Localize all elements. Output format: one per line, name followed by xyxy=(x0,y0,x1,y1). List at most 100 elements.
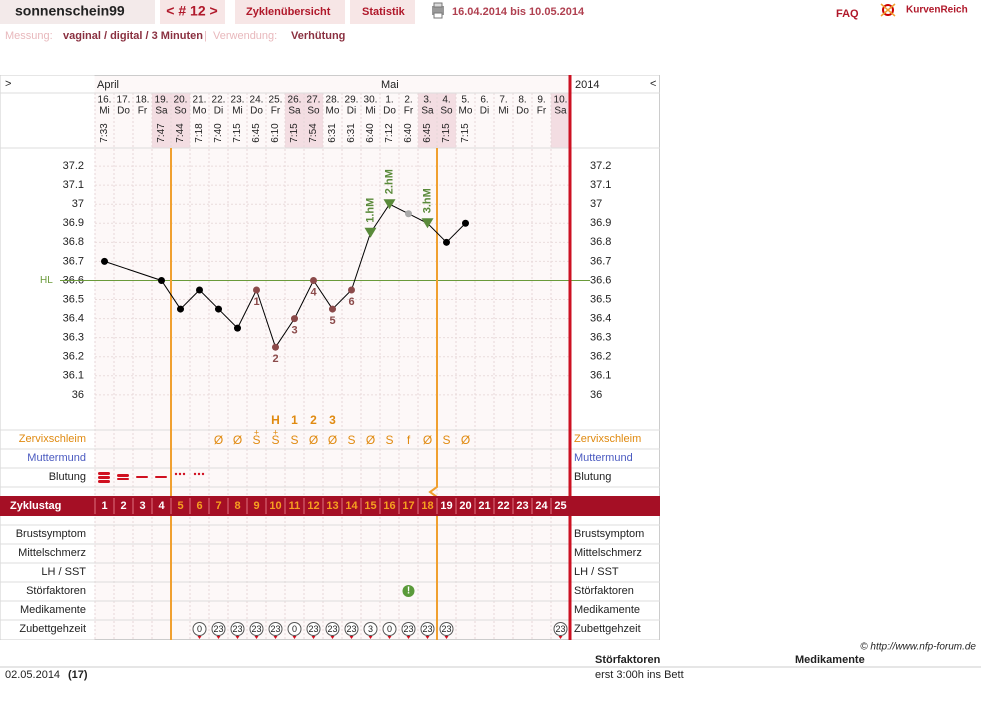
weekend-shade xyxy=(152,93,171,148)
cycle-day: 21 xyxy=(478,500,490,512)
bedtime-marker xyxy=(254,636,259,639)
bedtime-circle xyxy=(363,622,378,636)
cervix: S xyxy=(271,433,279,447)
bedtime: 0 xyxy=(292,624,297,634)
y-tick-label: 36.5 xyxy=(63,293,84,305)
cycle-day: 13 xyxy=(326,500,338,512)
bedtime: 0 xyxy=(387,624,392,634)
y-tick-label: 36.3 xyxy=(590,332,611,344)
separator: | xyxy=(204,30,207,42)
y-tick-label: 36.1 xyxy=(590,370,611,382)
cycle-day: 18 xyxy=(421,500,433,512)
row-label: Blutung xyxy=(574,471,611,483)
time: 7:33 xyxy=(99,123,110,143)
cycle-day: 2 xyxy=(120,500,126,512)
cycle-day: 16 xyxy=(383,500,395,512)
temperature-point xyxy=(310,276,317,284)
temperature-point xyxy=(177,305,184,313)
bedtime-circle xyxy=(230,622,245,636)
cycle-day: 8 xyxy=(234,500,240,512)
nav: > xyxy=(5,78,11,90)
cycle-tab[interactable] xyxy=(160,0,225,24)
y-tick-label: 37 xyxy=(590,198,602,210)
date: 2. xyxy=(404,95,412,106)
footer-header: Störfaktoren xyxy=(595,654,661,666)
use: Verhütung xyxy=(291,30,345,42)
peak-label: 2 xyxy=(310,413,317,427)
time: 7:47 xyxy=(156,123,167,143)
date: 4. xyxy=(442,95,450,106)
row-label: Medikamente xyxy=(574,604,640,616)
temperature-point xyxy=(291,315,298,323)
label-column xyxy=(571,75,659,640)
cycle-day: 23 xyxy=(516,500,528,512)
weekday: Sa xyxy=(288,106,301,117)
month: April xyxy=(97,79,119,91)
y-tick-label: 36.9 xyxy=(590,217,611,229)
weekday: Sa xyxy=(155,106,168,117)
bedtime: 23 xyxy=(251,624,261,634)
tab-label[interactable]: Statistik xyxy=(362,6,406,18)
row-label: LH / SST xyxy=(574,566,619,578)
row-label: Zubettgehzeit xyxy=(19,623,86,635)
bedtime-circle xyxy=(553,622,568,636)
date: 1. xyxy=(385,95,393,106)
bedtime: 23 xyxy=(308,624,318,634)
cervix: Ø xyxy=(233,433,242,447)
bedtime-marker xyxy=(216,636,221,639)
bedtime: 23 xyxy=(403,624,413,634)
cycle-day: 3 xyxy=(139,500,145,512)
footer-note: erst 3:00h ins Bett xyxy=(595,669,684,681)
temperature-point xyxy=(348,286,355,294)
cycle-day: 11 xyxy=(289,500,301,512)
weekend-shade xyxy=(418,93,437,148)
y-tick-label: 36.7 xyxy=(63,255,84,267)
logo[interactable]: KurvenReich xyxy=(906,5,968,16)
bedtime-circle xyxy=(306,622,321,636)
time: 6:40 xyxy=(365,123,376,143)
cycle-day: 10 xyxy=(269,500,281,512)
date: 8. xyxy=(518,95,526,106)
cycle-day: 6 xyxy=(196,500,202,512)
cervix-plus: + xyxy=(273,427,278,437)
date: 22. xyxy=(212,95,226,106)
month: Mai xyxy=(381,79,399,91)
weekday: Di xyxy=(347,106,356,117)
y-tick-label: 36.2 xyxy=(590,351,611,363)
print-icon[interactable] xyxy=(432,2,444,19)
peak-label: 3 xyxy=(329,413,336,427)
cycle[interactable]: < # 12 > xyxy=(166,3,217,19)
tab[interactable] xyxy=(235,0,345,24)
peak-label: 1 xyxy=(291,413,298,427)
bedtime: 23 xyxy=(441,624,451,634)
time: 7:15 xyxy=(460,123,471,143)
time: 7:15 xyxy=(441,123,452,143)
disturbance-icon xyxy=(402,585,415,597)
weekday: Do xyxy=(383,106,396,117)
cycle-day: 22 xyxy=(497,500,509,512)
footer-date: 02.05.2014 xyxy=(5,669,60,681)
weekday: Mi xyxy=(365,106,376,117)
tab-label[interactable]: Zyklenübersicht xyxy=(246,6,331,18)
bedtime-marker xyxy=(387,636,392,639)
y-tick-label: 36.1 xyxy=(63,370,84,382)
temperature-point xyxy=(405,210,412,218)
temperature-point xyxy=(234,324,241,332)
temperature-point xyxy=(196,286,203,294)
time: 6:40 xyxy=(403,123,414,143)
tab[interactable] xyxy=(350,0,415,24)
bedtime: 23 xyxy=(232,624,242,634)
point-label: 4 xyxy=(310,286,317,298)
bedtime-marker xyxy=(349,636,354,639)
y-tick-label: 36.4 xyxy=(590,313,611,325)
cervix: S xyxy=(252,433,260,447)
point-label: 1 xyxy=(253,296,259,308)
weekday: Di xyxy=(480,106,489,117)
date: 9. xyxy=(537,95,545,106)
faq[interactable]: FAQ xyxy=(836,8,859,20)
cervix-plus: + xyxy=(254,427,259,437)
bedtime-marker xyxy=(197,636,202,639)
date: 18. xyxy=(136,95,150,106)
time: 6:31 xyxy=(327,123,338,143)
cervix: S xyxy=(290,433,298,447)
